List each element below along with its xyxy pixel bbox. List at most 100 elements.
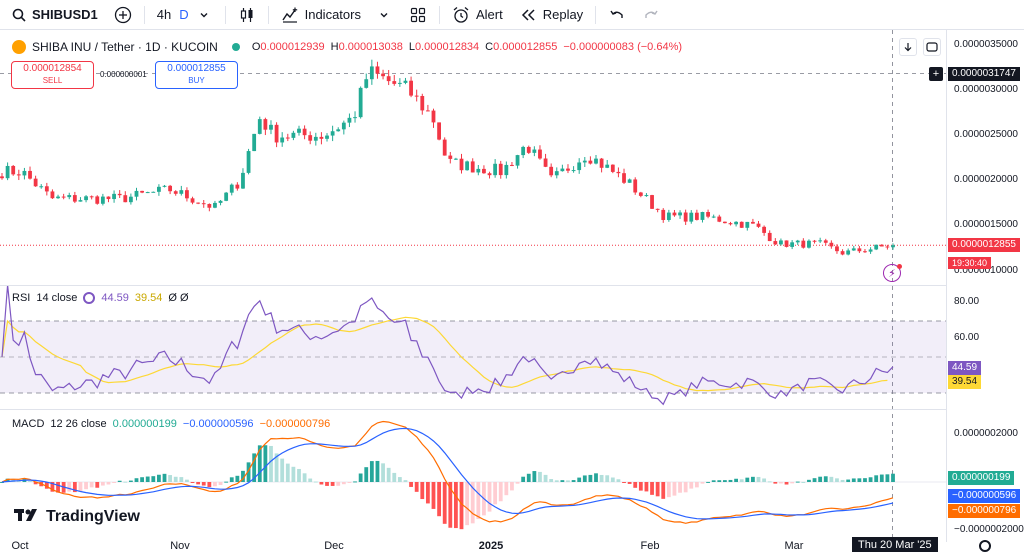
lightning-icon[interactable]: ⚡ [883,264,902,282]
candle-body [392,81,397,84]
candle-body [229,184,234,193]
candle-body [879,244,884,247]
chevron-down-icon[interactable] [195,6,213,24]
candle-body [829,242,834,247]
candle-body [812,240,817,242]
sell-button[interactable]: 0.000012854 SELL [11,61,94,89]
macd-hist-bar [885,474,890,482]
alert-button[interactable]: Alert [444,0,511,30]
candle-body [67,195,72,198]
candle-body [381,73,385,77]
low-label: L [408,41,415,53]
macd-hist-bar [386,467,391,482]
candle-body [767,232,772,242]
close-label: C [485,41,494,53]
macd-hist-bar [162,473,167,482]
macd-hist-bar [756,476,761,482]
macd-hist-bar [599,474,604,482]
candle-body [476,168,481,173]
candle-body [425,110,430,112]
x-axis-label: Feb [640,540,660,552]
collapse-button[interactable] [899,38,917,56]
macd-hist-bar [762,478,767,482]
macd-hist-bar [605,475,610,482]
macd-hist-bar [610,477,615,482]
maximize-button[interactable] [923,38,941,56]
candle-body [874,244,879,250]
macd-hist-bar [582,475,587,482]
interval-d[interactable]: D [179,7,189,22]
rsi-scale-label: 60.00 [954,332,980,343]
interval-selector[interactable]: 4h D [149,0,221,30]
pane-divider-rsi[interactable] [0,285,946,286]
candle-body [605,164,610,168]
spread-value: 0.000000001 [100,70,147,79]
candle-body [140,190,144,193]
candle-body [403,80,408,83]
symbol-search[interactable]: SHIBUSD1 [0,0,106,30]
candle-body [330,131,335,136]
candle-body [835,246,839,252]
macd-hist-bar [538,471,542,482]
sell-price: 0.000012854 [23,63,82,74]
candle-body [61,196,66,198]
macd-hist-bar [801,481,806,483]
candle-body [493,163,498,176]
macd-hist-bar [257,445,262,482]
macd-hist-bar [369,461,374,482]
macd-hist-bar [140,477,144,482]
candle-body [341,122,346,130]
candle-body [863,251,867,253]
chart-type-button[interactable] [230,0,264,30]
price-scale-label: 0.0000035000 [954,39,1018,50]
candle-body [801,240,806,248]
candle-body [257,119,262,134]
redo-icon [642,6,660,24]
macd-hist-bar [807,479,811,482]
candle-body [622,173,626,183]
replay-button[interactable]: Replay [511,0,591,30]
candle-body [465,161,470,171]
macd-hist-bar [319,482,324,485]
rsi-scale-label: 80.00 [954,296,980,307]
undo-button[interactable] [600,0,634,30]
chevron-down-icon[interactable] [375,6,393,24]
top-toolbar: SHIBUSD1 4h D Indicators [0,0,1024,30]
macd-hist-bar [666,482,671,498]
main-legend: SHIBA INU / Tether · 1D · KUCOIN O 0.0000… [12,40,682,54]
macd-hist-bar [694,482,699,488]
buy-button[interactable]: 0.000012855 BUY [155,61,238,89]
add-alert-plus-icon[interactable]: + [929,67,943,81]
candle-body [123,195,128,203]
macd-hist-bar [302,473,307,482]
templates-button[interactable] [401,0,435,30]
candle-body [739,221,744,228]
pane-divider-macd[interactable] [0,409,946,410]
macd-line-value: −0.000000596 [182,418,254,430]
candle-body [274,124,279,143]
indicators-button[interactable]: Indicators [273,0,401,30]
tradingview-logo[interactable]: TradingView [14,508,140,526]
macd-hist-bar [594,473,598,482]
macd-hist-bar [745,477,750,482]
macd-hist-bar [229,477,234,482]
macd-hist-bar [487,482,492,512]
compare-button[interactable] [106,0,140,30]
candle-body [313,136,318,141]
macd-hist-bar [857,478,862,482]
candle-body [683,212,688,222]
candle-body [162,185,167,187]
settings-gear-icon[interactable] [979,540,991,552]
candle-body [297,128,301,133]
macd-hist-bar [67,482,72,492]
candle-body [672,212,677,216]
macd-line-tag: −0.000000596 [948,489,1021,503]
macd-hist-bar [151,476,156,482]
redo-button[interactable] [634,0,668,30]
rsi-ma-tag: 39.54 [948,375,982,389]
candle-body [246,151,251,173]
rsi-settings-icon[interactable] [83,292,96,304]
candle-body [610,164,615,172]
interval-4h[interactable]: 4h [156,7,172,22]
